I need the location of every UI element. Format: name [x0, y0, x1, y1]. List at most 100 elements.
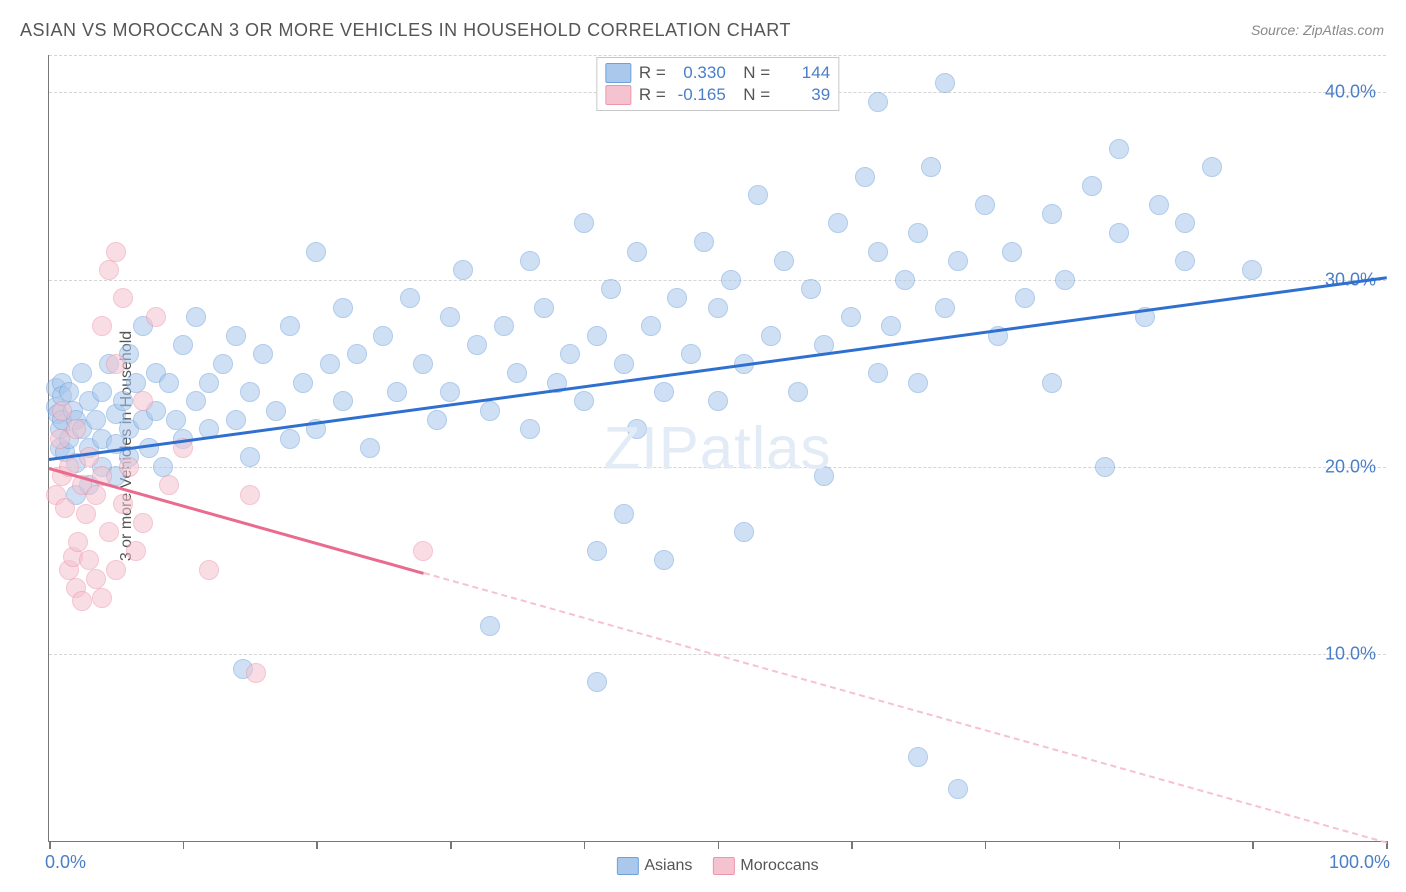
data-point	[246, 663, 266, 683]
data-point	[1015, 288, 1035, 308]
x-tick	[851, 841, 853, 849]
data-point	[841, 307, 861, 327]
data-point	[186, 307, 206, 327]
data-point	[266, 401, 286, 421]
y-tick-label: 10.0%	[1325, 643, 1376, 664]
data-point	[333, 391, 353, 411]
data-point	[654, 550, 674, 570]
regression-line	[423, 572, 1387, 844]
x-tick	[183, 841, 185, 849]
data-point	[126, 541, 146, 561]
data-point	[72, 591, 92, 611]
data-point	[240, 485, 260, 505]
data-point	[1109, 223, 1129, 243]
data-point	[126, 373, 146, 393]
data-point	[868, 363, 888, 383]
y-tick-label: 40.0%	[1325, 82, 1376, 103]
data-point	[92, 382, 112, 402]
legend-label: Asians	[644, 857, 692, 875]
data-point	[480, 401, 500, 421]
data-point	[413, 541, 433, 561]
data-point	[199, 373, 219, 393]
data-point	[72, 363, 92, 383]
data-point	[814, 466, 834, 486]
legend-swatch	[605, 63, 631, 83]
grid-line	[49, 280, 1386, 281]
data-point	[146, 307, 166, 327]
data-point	[480, 616, 500, 636]
data-point	[86, 569, 106, 589]
x-tick	[49, 841, 51, 849]
data-point	[868, 92, 888, 112]
data-point	[166, 410, 186, 430]
data-point	[293, 373, 313, 393]
data-point	[453, 260, 473, 280]
data-point	[895, 270, 915, 290]
data-point	[601, 279, 621, 299]
data-point	[133, 391, 153, 411]
data-point	[106, 354, 126, 374]
data-point	[106, 242, 126, 262]
legend-label: Moroccans	[740, 857, 818, 875]
data-point	[159, 373, 179, 393]
data-point	[86, 485, 106, 505]
data-point	[948, 779, 968, 799]
data-point	[681, 344, 701, 364]
x-tick	[450, 841, 452, 849]
data-point	[253, 344, 273, 364]
data-point	[654, 382, 674, 402]
data-point	[494, 316, 514, 336]
n-value: 39	[778, 85, 830, 105]
data-point	[774, 251, 794, 271]
data-point	[587, 672, 607, 692]
data-point	[908, 223, 928, 243]
data-point	[240, 382, 260, 402]
n-value: 144	[778, 63, 830, 83]
data-point	[99, 260, 119, 280]
data-point	[627, 419, 647, 439]
data-point	[92, 316, 112, 336]
data-point	[133, 513, 153, 533]
data-point	[641, 316, 661, 336]
data-point	[975, 195, 995, 215]
data-point	[935, 298, 955, 318]
data-point	[226, 326, 246, 346]
data-point	[226, 410, 246, 430]
data-point	[1042, 204, 1062, 224]
data-point	[213, 354, 233, 374]
data-point	[627, 242, 647, 262]
data-point	[1055, 270, 1075, 290]
data-point	[86, 410, 106, 430]
data-point	[173, 335, 193, 355]
data-point	[1149, 195, 1169, 215]
legend-stat-row: R =-0.165 N =39	[605, 84, 830, 106]
data-point	[360, 438, 380, 458]
data-point	[534, 298, 554, 318]
data-point	[520, 419, 540, 439]
data-point	[467, 335, 487, 355]
data-point	[560, 344, 580, 364]
legend-swatch	[616, 857, 638, 875]
data-point	[59, 382, 79, 402]
x-tick	[1119, 841, 1121, 849]
data-point	[1042, 373, 1062, 393]
data-point	[908, 747, 928, 767]
data-point	[921, 157, 941, 177]
chart-source: Source: ZipAtlas.com	[1251, 22, 1384, 38]
data-point	[1082, 176, 1102, 196]
data-point	[1242, 260, 1262, 280]
chart-title: ASIAN VS MOROCCAN 3 OR MORE VEHICLES IN …	[20, 20, 791, 41]
data-point	[119, 457, 139, 477]
data-point	[868, 242, 888, 262]
data-point	[1175, 213, 1195, 233]
data-point	[387, 382, 407, 402]
data-point	[280, 429, 300, 449]
data-point	[186, 391, 206, 411]
data-point	[68, 532, 88, 552]
data-point	[52, 401, 72, 421]
data-point	[333, 298, 353, 318]
data-point	[587, 541, 607, 561]
data-point	[79, 550, 99, 570]
data-point	[761, 326, 781, 346]
data-point	[159, 475, 179, 495]
